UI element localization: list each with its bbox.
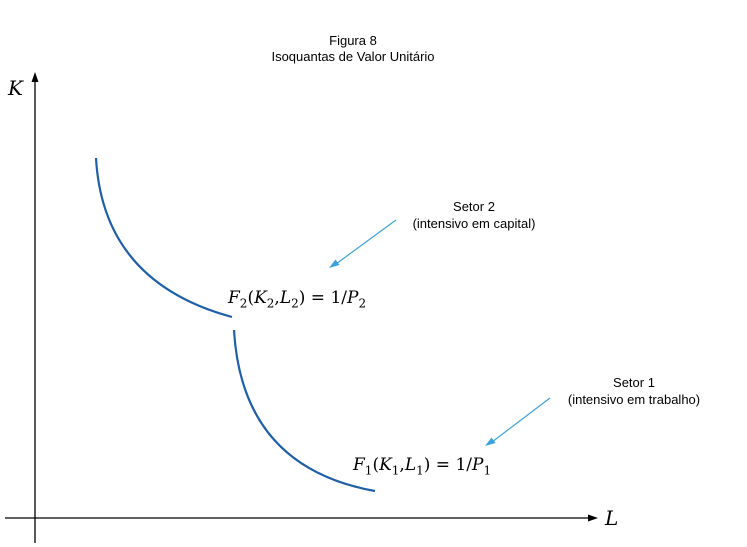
- eq2-close-paren: ): [298, 288, 306, 308]
- eq1-capital-symbol: K: [379, 455, 392, 475]
- equation-sector-1: F1(K1,L1) = 1/P1: [353, 455, 491, 477]
- sector-2-name: Setor 2: [453, 199, 495, 214]
- equation-sector-2: F2(K2,L2) = 1/P2: [228, 288, 366, 310]
- eq2-labor-symbol: L: [279, 288, 292, 308]
- eq1-open-paren: (: [372, 455, 380, 475]
- pointer-arrow-sector-2: [335, 219, 397, 265]
- sector-1-label: Setor 1 (intensivo em trabalho): [555, 374, 713, 408]
- eq1-labor-symbol: L: [404, 455, 417, 475]
- eq1-capital-subscript: 1: [391, 463, 400, 478]
- pointer-arrowhead-sector-1: [485, 437, 496, 446]
- y-axis-arrowhead: [31, 72, 39, 82]
- eq2-equals-value: = 1/: [305, 288, 348, 308]
- x-axis-arrowhead: [588, 514, 598, 522]
- eq1-labor-subscript: 1: [416, 463, 424, 478]
- eq1-comma: ,: [399, 455, 405, 475]
- eq2-comma: ,: [274, 288, 280, 308]
- eq2-function-symbol: F: [228, 288, 240, 308]
- sector-2-label: Setor 2 (intensivo em capital): [401, 198, 547, 232]
- x-axis-label: L: [605, 506, 619, 530]
- eq2-price-subscript: 2: [358, 296, 367, 311]
- sector-2-description: (intensivo em capital): [412, 216, 536, 231]
- sector-1-name: Setor 1: [613, 375, 655, 390]
- eq1-equals-value: = 1/: [430, 455, 473, 475]
- eq1-function-symbol: F: [353, 455, 365, 475]
- eq2-capital-symbol: K: [254, 288, 267, 308]
- y-axis-label: K: [8, 76, 23, 100]
- sector-1-description: (intensivo em trabalho): [567, 392, 701, 407]
- eq2-open-paren: (: [247, 288, 255, 308]
- figure-number: Figura 8: [329, 33, 377, 48]
- figure-title: Isoquantas de Valor Unitário: [271, 49, 435, 64]
- eq2-labor-subscript: 2: [291, 296, 299, 311]
- eq2-price-symbol: P: [347, 288, 359, 308]
- eq1-close-paren: ): [423, 455, 431, 475]
- isoquant-curve-sector-2: [94, 157, 233, 319]
- eq2-capital-subscript: 2: [266, 296, 275, 311]
- pointer-arrow-sector-1: [491, 397, 551, 443]
- eq1-price-symbol: P: [472, 455, 484, 475]
- pointer-arrowhead-sector-2: [329, 259, 340, 268]
- eq1-price-subscript: 1: [483, 463, 492, 478]
- isoquant-curve-sector-1: [232, 329, 376, 493]
- eq2-function-subscript: 2: [239, 296, 248, 311]
- eq1-function-subscript: 1: [364, 463, 373, 478]
